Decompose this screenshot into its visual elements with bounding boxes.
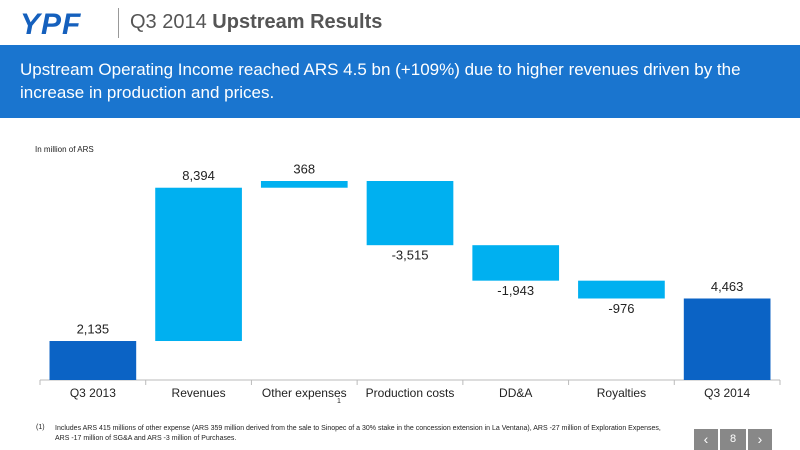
bar [49, 341, 137, 380]
x-tick-label: Revenues [172, 386, 226, 400]
value-label: 4,463 [711, 279, 744, 294]
bar [366, 181, 454, 246]
next-button[interactable]: › [748, 429, 772, 450]
x-tick-label: Royalties [597, 386, 646, 400]
banner-text: Upstream Operating Income reached ARS 4.… [20, 60, 741, 102]
x-tick-label: Production costs [366, 386, 455, 400]
bar [472, 245, 560, 281]
footnote-ref: 1 [337, 398, 341, 405]
value-label: 2,135 [77, 321, 110, 336]
bar [683, 298, 771, 380]
title-bold: Upstream Results [212, 11, 383, 33]
x-tick-label: Q3 2013 [70, 386, 116, 400]
bar [578, 280, 665, 299]
x-tick-label: Q3 2014 [704, 386, 750, 400]
value-label: -976 [608, 301, 634, 316]
footnote-marker: (1) [36, 424, 45, 431]
logo: YPF [20, 8, 82, 41]
title-light: Q3 2014 [130, 11, 207, 33]
bar [155, 187, 242, 342]
value-label: 368 [293, 161, 315, 176]
value-label: 8,394 [182, 168, 215, 183]
page-number: 8 [720, 429, 746, 450]
prev-button[interactable]: ‹ [694, 429, 718, 450]
banner-bg [0, 45, 800, 118]
x-tick-label: DD&A [499, 386, 532, 400]
divider [118, 8, 119, 38]
x-tick-label: Other expenses [262, 386, 347, 400]
value-label: -3,515 [392, 248, 429, 263]
slide-title: Q3 2014 Upstream Results [130, 11, 382, 34]
value-label: -1,943 [497, 283, 534, 298]
unit-label: In million of ARS [35, 145, 94, 154]
bar [260, 181, 348, 188]
footnote-text: Includes ARS 415 millions of other expen… [55, 425, 661, 442]
